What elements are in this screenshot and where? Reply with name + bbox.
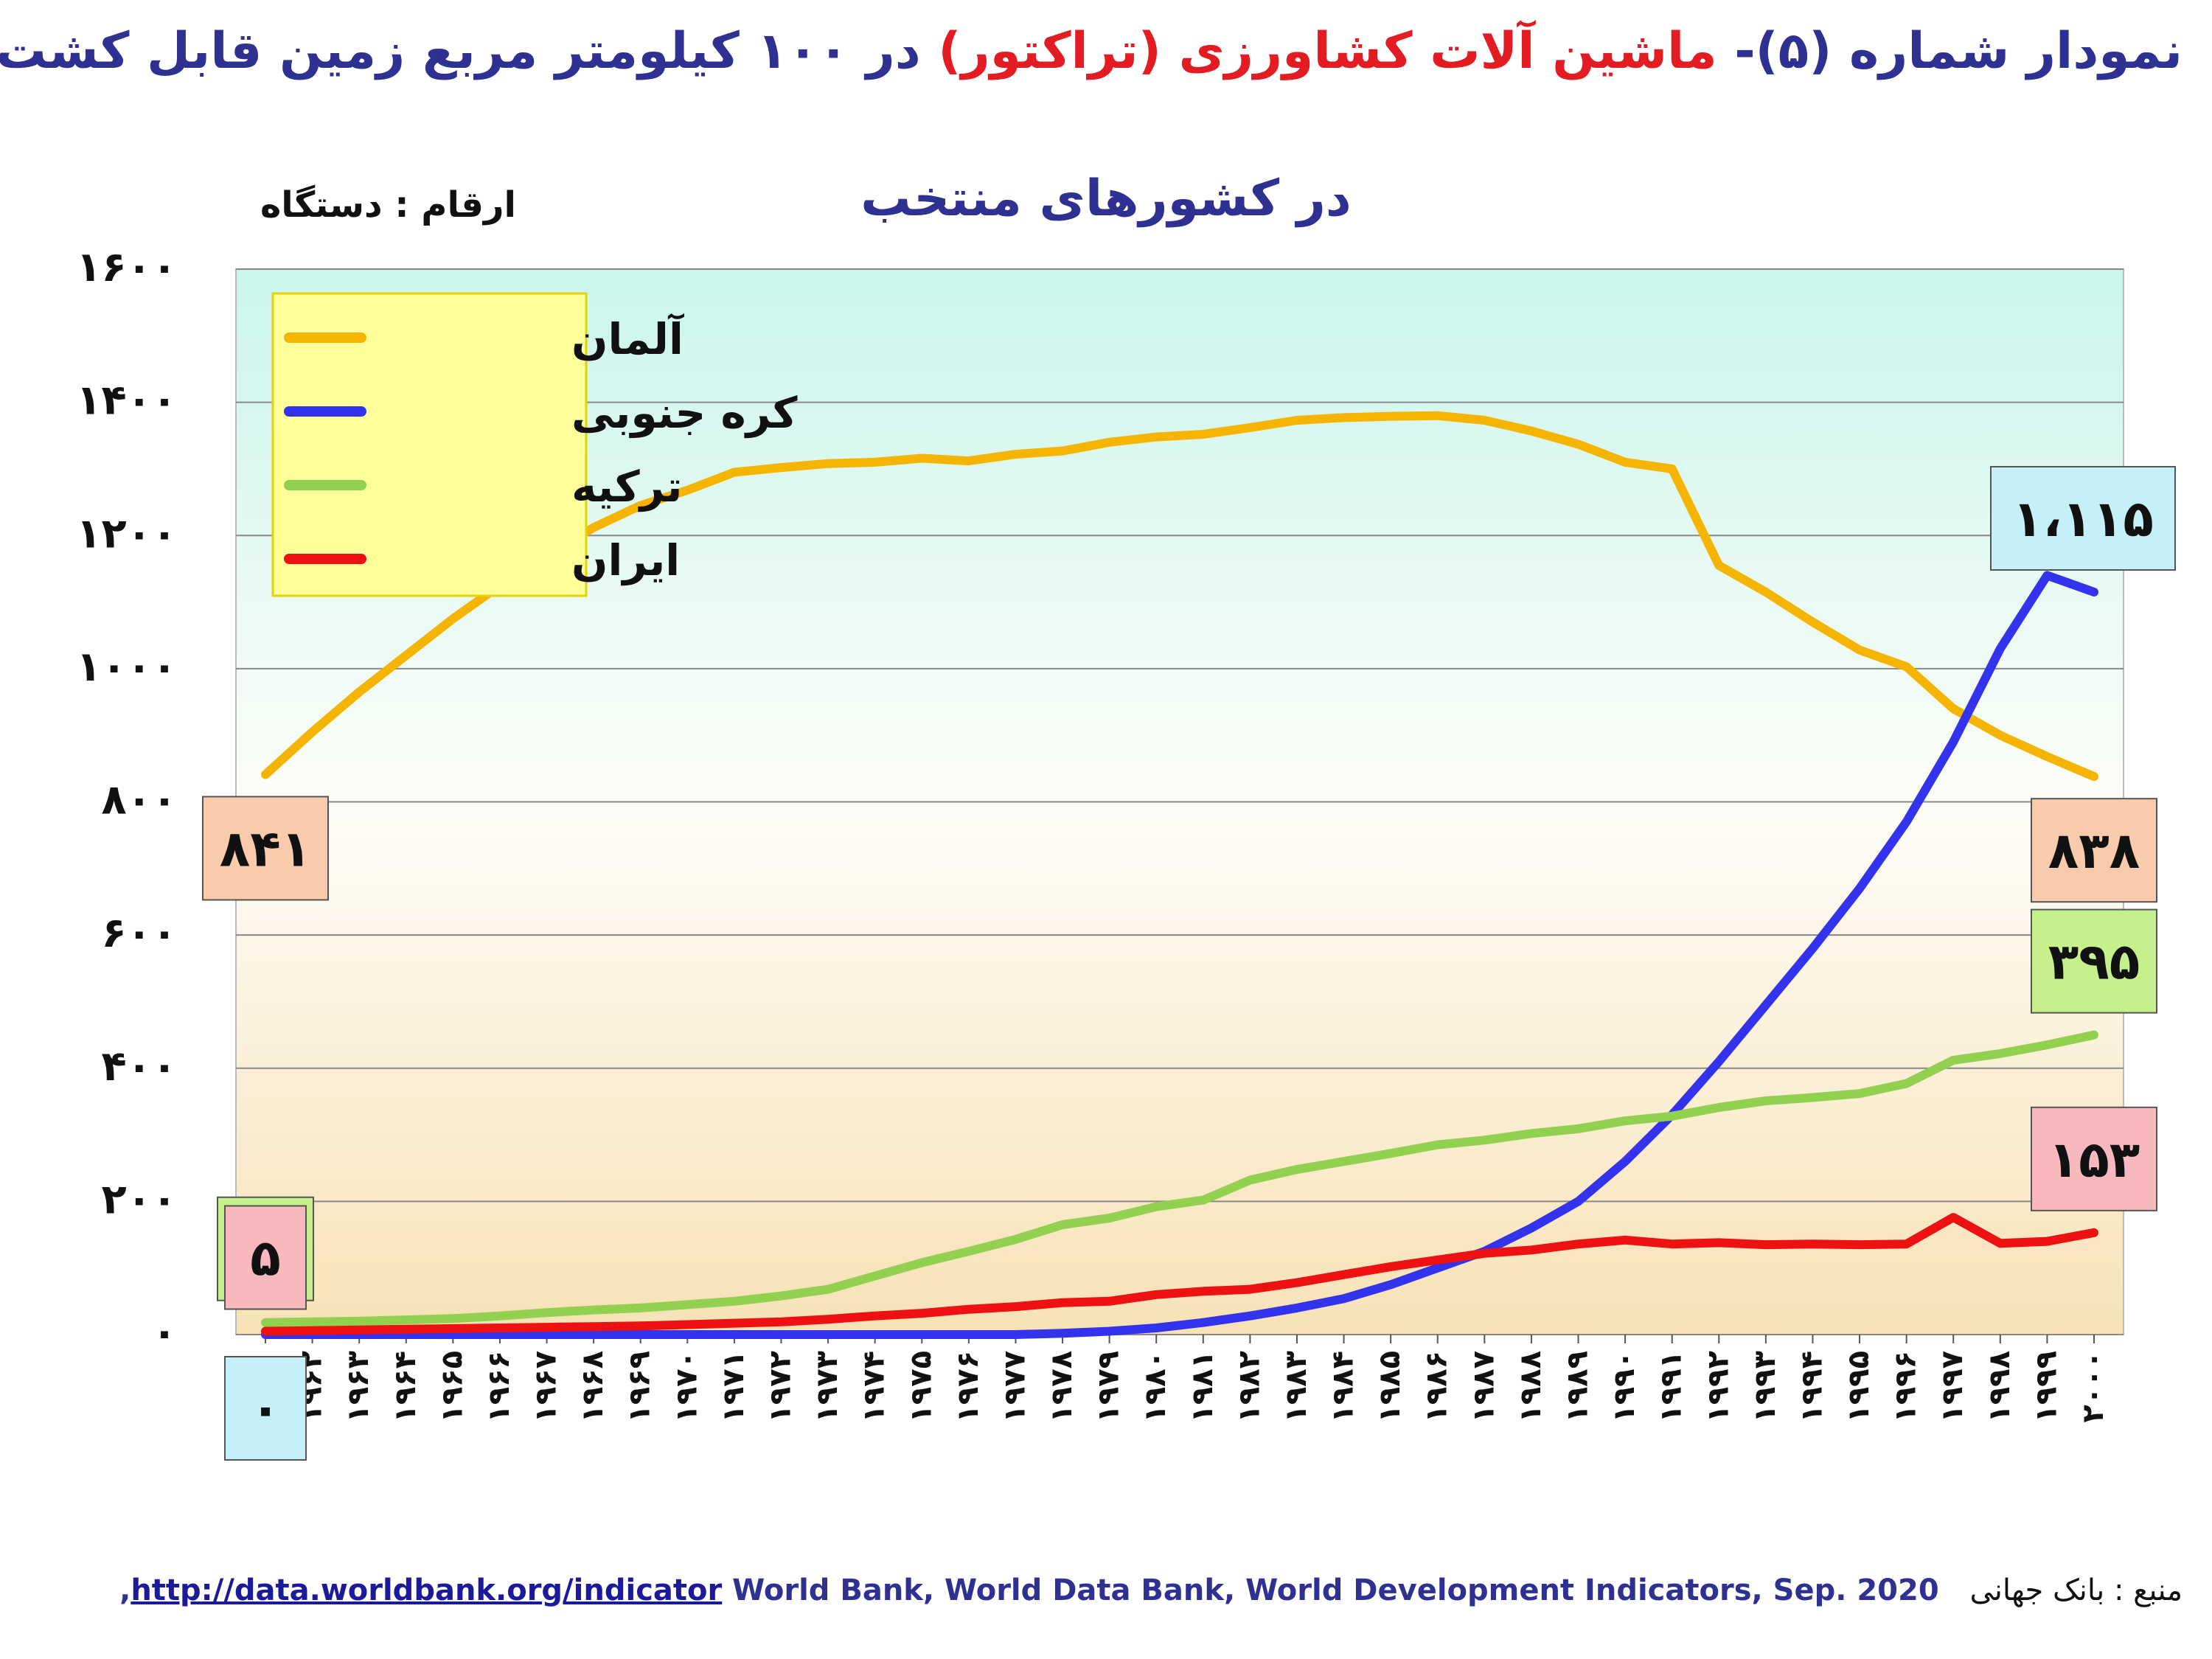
x-tick-label: ۱۹۷۷ — [998, 1351, 1032, 1423]
x-tick-label: ۱۹۹۸ — [1983, 1351, 2017, 1423]
data-label: ۱،۱۱۵ — [2012, 490, 2154, 549]
series-line — [261, 1213, 2098, 1336]
x-tick-label: ۱۹۷۲ — [763, 1351, 797, 1423]
x-tick-label: ۱۹۸۷ — [1467, 1351, 1500, 1423]
data-label-box — [2031, 908, 2157, 1014]
data-label-box — [1990, 466, 2176, 571]
x-tick-label: ۲۰۰۰ — [2076, 1351, 2110, 1423]
data-label: ۱۵۳ — [2048, 1131, 2140, 1189]
legend-label: آلمان — [571, 313, 685, 364]
x-tick-label: ۱۹۸۹ — [1561, 1351, 1595, 1423]
data-label-box — [202, 796, 329, 901]
source-label: منبع : بانک جهانی — [1969, 1573, 2183, 1607]
y-tick-label: ۱۴۰۰ — [76, 377, 177, 425]
x-tick-label: ۱۹۸۰ — [1138, 1351, 1172, 1423]
data-label: ۸۴۱ — [220, 820, 312, 878]
x-tick-label: ۱۹۸۱ — [1186, 1351, 1220, 1423]
x-tick-label: ۱۹۸۶ — [1420, 1351, 1454, 1423]
data-label-box — [2031, 1106, 2157, 1211]
source-text: World Bank, World Data Bank, World Devel… — [119, 1573, 1939, 1607]
x-tick-label: ۱۹۹۴ — [1795, 1351, 1829, 1423]
chart-title: نمودار شماره (۵)- ماشین آلات کشاورزی (تر… — [0, 22, 2183, 80]
title-part1: نمودار شماره (۵)- — [1717, 22, 2183, 80]
legend-label: ایران — [571, 535, 680, 586]
title-part2: ماشین آلات کشاورزی (تراکتور) — [938, 22, 1717, 80]
x-tick-label: ۱۹۸۲ — [1232, 1351, 1266, 1423]
data-label-box — [224, 1205, 307, 1310]
x-tick-label: ۱۹۹۷ — [1935, 1351, 1969, 1423]
data-label-box — [224, 1356, 307, 1461]
y-tick-label: ۲۰۰ — [101, 1175, 177, 1223]
legend-box — [271, 292, 588, 597]
y-tick-label: ۸۰۰ — [101, 776, 177, 824]
x-tick-label: ۱۹۹۱ — [1655, 1351, 1688, 1423]
data-label: ۰ — [250, 1380, 281, 1439]
legend-label: کره جنوبی — [571, 388, 798, 439]
legend: آلمان کره جنوبی ترکیه ایران — [271, 292, 798, 597]
x-tick-label: ۱۹۸۳ — [1279, 1351, 1313, 1423]
x-tick-label: ۱۹۶۴ — [389, 1351, 422, 1423]
y-tick-label: ۱۲۰۰ — [76, 509, 177, 557]
x-axis: ۱۹۶۱۱۹۶۲۱۹۶۳۱۹۶۴۱۹۶۵۱۹۶۶۱۹۶۷۱۹۶۸۱۹۶۹۱۹۷۰… — [248, 1335, 2110, 1423]
unit-label: ارقام : دستگاه — [260, 184, 516, 226]
data-label: ۳۹۵ — [2048, 933, 2140, 992]
x-tick-label: ۱۹۹۲ — [1701, 1351, 1735, 1423]
x-tick-label: ۱۹۸۵ — [1373, 1351, 1407, 1423]
x-tick-label: ۱۹۷۵ — [904, 1351, 938, 1423]
legend-label: ترکیه — [571, 462, 682, 512]
x-tick-label: ۱۹۷۹ — [1092, 1351, 1126, 1423]
series-line — [261, 1030, 2098, 1327]
x-tick-label: ۱۹۹۶ — [1889, 1351, 1923, 1423]
x-tick-label: ۱۹۹۰ — [1607, 1351, 1641, 1423]
x-tick-label: ۱۹۹۵ — [1842, 1351, 1876, 1423]
x-tick-label: ۱۹۶۹ — [623, 1351, 657, 1423]
x-tick-label: ۱۹۹۳ — [1748, 1351, 1782, 1423]
y-tick-label: ۴۰۰ — [101, 1043, 177, 1091]
data-label: ۵ — [250, 1229, 281, 1287]
x-tick-label: ۱۹۷۰ — [669, 1351, 703, 1423]
source-link[interactable]: http://data.worldbank.org/indicator — [131, 1573, 723, 1607]
x-tick-label: ۱۹۸۸ — [1514, 1351, 1548, 1423]
x-tick-label: ۱۹۷۳ — [810, 1351, 844, 1423]
x-tick-label: ۱۹۹۹ — [2029, 1351, 2063, 1423]
grid-lines — [236, 268, 2124, 1335]
chart-subtitle: در کشورهای منتخب — [860, 170, 1352, 228]
source-note: منبع : بانک جهانی http://data.worldbank.… — [119, 1573, 2183, 1607]
title-part3: در ۱۰۰ کیلومتر مربع زمین قابل کشت — [0, 22, 939, 80]
x-tick-label: ۱۹۶۸ — [576, 1351, 610, 1423]
x-tick-label: ۱۹۶۶ — [482, 1351, 516, 1423]
x-tick-label: ۱۹۶۳ — [341, 1351, 375, 1423]
y-axis: ۰ ۲۰۰ ۴۰۰ ۶۰۰ ۸۰۰ ۱۰۰۰ ۱۲۰۰ ۱۴۰۰ ۱۶۰۰ — [76, 243, 177, 1357]
x-tick-label: ۱۹۷۴ — [858, 1351, 891, 1423]
x-tick-label: ۱۹۶۵ — [435, 1351, 469, 1423]
x-tick-label: ۱۹۶۷ — [529, 1351, 563, 1423]
series-line — [261, 571, 2098, 1339]
data-label-box — [2031, 798, 2157, 903]
y-tick-label: ۰ — [152, 1309, 177, 1357]
data-label: ۸۳۸ — [2048, 822, 2140, 880]
y-tick-label: ۱۶۰۰ — [76, 243, 177, 291]
x-tick-label: ۱۹۷۱ — [717, 1351, 751, 1423]
x-tick-label: ۱۹۸۴ — [1326, 1351, 1360, 1423]
x-tick-label: ۱۹۷۶ — [951, 1351, 985, 1423]
y-tick-label: ۱۰۰۰ — [76, 643, 177, 691]
x-tick-label: ۱۹۷۸ — [1045, 1351, 1079, 1423]
y-tick-label: ۶۰۰ — [101, 909, 177, 957]
